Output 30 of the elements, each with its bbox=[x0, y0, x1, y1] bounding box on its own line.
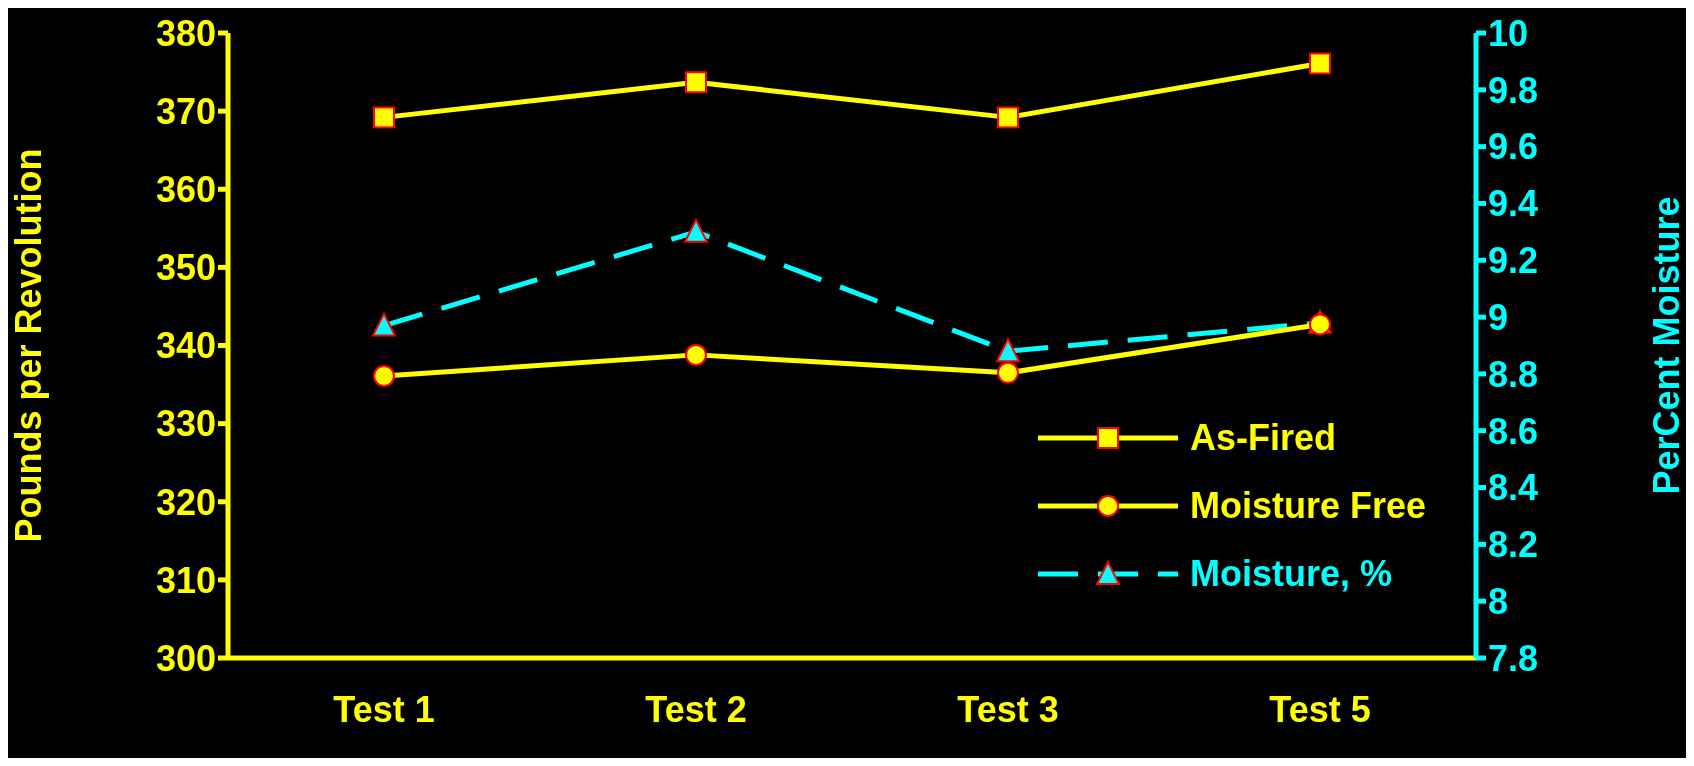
x-tick-label: Test 2 bbox=[645, 688, 747, 730]
y2-tick-label: 7.8 bbox=[1488, 637, 1539, 679]
legend-label: Moisture, % bbox=[1189, 553, 1392, 595]
y-tick-label: 380 bbox=[155, 12, 216, 54]
y2-tick-label: 9 bbox=[1488, 296, 1509, 338]
y-tick-label: 340 bbox=[155, 325, 216, 367]
y-tick-label: 320 bbox=[155, 481, 216, 523]
y2-tick-label: 10 bbox=[1488, 12, 1529, 54]
y2-tick-label: 8 bbox=[1488, 580, 1509, 622]
y-tick-label: 360 bbox=[155, 169, 216, 211]
y2-tick-label: 9.6 bbox=[1488, 126, 1539, 168]
y2-tick-label: 9.2 bbox=[1488, 240, 1539, 282]
y2-tick-label: 8.4 bbox=[1488, 467, 1539, 509]
y2-tick-label: 8.2 bbox=[1488, 524, 1539, 566]
x-tick-label: Test 1 bbox=[333, 688, 435, 730]
y-tick-label: 300 bbox=[155, 637, 216, 679]
y2-axis-title: PerCent Moisture bbox=[1645, 196, 1687, 495]
x-tick-label: Test 5 bbox=[1269, 688, 1371, 730]
y-tick-label: 370 bbox=[155, 90, 216, 132]
y-axis-title: Pounds per Revolution bbox=[7, 148, 49, 543]
y-tick-label: 310 bbox=[155, 559, 216, 601]
y2-tick-label: 9.8 bbox=[1488, 69, 1539, 111]
y2-tick-label: 8.8 bbox=[1488, 353, 1539, 395]
x-tick-label: Test 3 bbox=[957, 688, 1059, 730]
y2-tick-label: 8.6 bbox=[1488, 410, 1539, 452]
y-tick-label: 350 bbox=[155, 247, 216, 289]
y-tick-label: 330 bbox=[155, 403, 216, 445]
y2-tick-label: 9.4 bbox=[1488, 183, 1539, 225]
legend-label: As-Fired bbox=[1189, 417, 1336, 459]
legend-label: Moisture Free bbox=[1189, 485, 1426, 527]
